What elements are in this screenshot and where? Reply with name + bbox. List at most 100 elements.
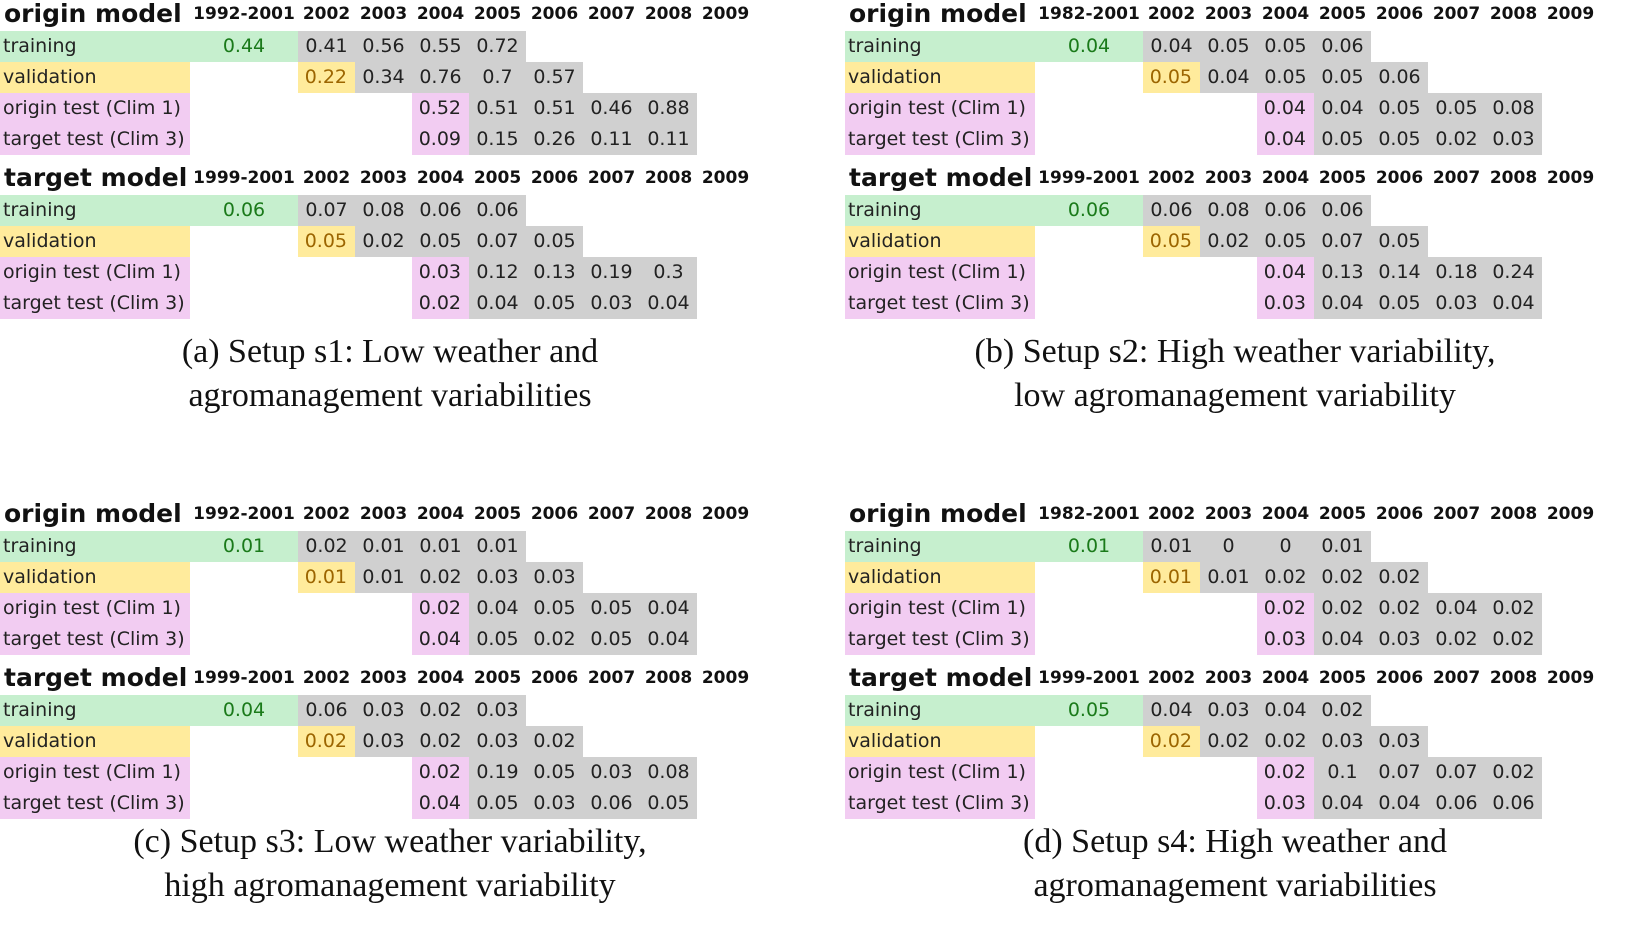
value-cell: 0.05 — [526, 226, 583, 257]
agg-cell: 0.02 — [1143, 726, 1200, 757]
value-cell: 0.88 — [640, 93, 697, 124]
year-header: 2006 — [1375, 504, 1424, 524]
row-label-validation: validation — [845, 226, 1035, 257]
value-cell: 0.06 — [1314, 195, 1371, 226]
value-cell: 0.06 — [412, 195, 469, 226]
value-cell: 0.03 — [355, 695, 412, 726]
value-cell: 0.05 — [1428, 93, 1485, 124]
year-header: 2008 — [644, 668, 693, 688]
value-cell: 0.02 — [1257, 726, 1314, 757]
range-header: 1982-2001 — [1038, 504, 1140, 524]
value-cell: 0.05 — [469, 624, 526, 655]
agg-cell: 0.22 — [298, 62, 355, 93]
table-title: origin model — [849, 499, 1027, 528]
agg-cell: 0.01 — [1143, 562, 1200, 593]
row-label-origin-test: origin test (Clim 1) — [0, 757, 190, 788]
value-cell: 0.02 — [526, 624, 583, 655]
year-header: 2009 — [701, 668, 750, 688]
value-cell: 0.03 — [469, 695, 526, 726]
value-cell: 0.04 — [1314, 93, 1371, 124]
year-header: 2005 — [473, 504, 522, 524]
year-header: 2009 — [701, 4, 750, 24]
year-header: 2006 — [1375, 668, 1424, 688]
value-cell: 0.1 — [1314, 757, 1371, 788]
value-cell: 0.04 — [1314, 288, 1371, 319]
table-target-model: target model 1999-2001 2002 2003 2004 2005 200… — [845, 164, 1625, 334]
value-cell: 0 — [1200, 531, 1257, 562]
row-label-training: training — [845, 195, 1035, 226]
row-label-target-test: target test (Clim 3) — [845, 788, 1035, 819]
range-header: 1982-2001 — [1038, 4, 1140, 24]
agg-cell: 0.04 — [1035, 31, 1143, 62]
row-label-training: training — [845, 531, 1035, 562]
value-cell: 0.18 — [1428, 257, 1485, 288]
value-cell: 0.08 — [1200, 195, 1257, 226]
row-label-target-test: target test (Clim 3) — [845, 288, 1035, 319]
range-header: 1999-2001 — [193, 168, 295, 188]
row-label-target-test: target test (Clim 3) — [845, 624, 1035, 655]
range-header: 1999-2001 — [1038, 668, 1140, 688]
agg-cell: 0.01 — [298, 562, 355, 593]
caption: (c) Setup s3: Low weather variability, h… — [0, 820, 780, 908]
agg-cell: 0.04 — [412, 788, 469, 819]
value-cell: 0.7 — [469, 62, 526, 93]
row-label-training: training — [845, 695, 1035, 726]
value-cell: 0.02 — [1428, 624, 1485, 655]
table-origin-model: origin model 1982-2001 2002 2003 2004 2005 200… — [845, 0, 1625, 170]
value-cell: 0.05 — [1257, 226, 1314, 257]
year-header: 2004 — [416, 4, 465, 24]
value-cell: 0.05 — [1200, 31, 1257, 62]
agg-cell: 0.04 — [412, 624, 469, 655]
value-cell: 0.08 — [1485, 93, 1542, 124]
value-cell: 0.02 — [1314, 562, 1371, 593]
year-header: 2004 — [416, 668, 465, 688]
value-cell: 0.76 — [412, 62, 469, 93]
value-cell: 0.04 — [1428, 593, 1485, 624]
value-cell: 0.01 — [355, 531, 412, 562]
value-cell: 0.51 — [526, 93, 583, 124]
row-label-target-test: target test (Clim 3) — [0, 288, 190, 319]
agg-cell: 0.02 — [1257, 593, 1314, 624]
value-cell: 0.06 — [1485, 788, 1542, 819]
year-header: 2009 — [1546, 504, 1595, 524]
agg-cell: 0.03 — [412, 257, 469, 288]
value-cell: 0.72 — [469, 31, 526, 62]
value-cell: 0.05 — [1371, 124, 1428, 155]
value-cell: 0.13 — [1314, 257, 1371, 288]
year-header: 2003 — [1204, 504, 1253, 524]
value-cell: 0.02 — [1200, 226, 1257, 257]
agg-cell: 0.03 — [1257, 624, 1314, 655]
value-cell: 0.04 — [469, 288, 526, 319]
row-label-training: training — [845, 31, 1035, 62]
agg-cell: 0.01 — [190, 531, 298, 562]
value-cell: 0.02 — [1257, 562, 1314, 593]
value-cell: 0.03 — [469, 562, 526, 593]
value-cell: 0.05 — [1371, 93, 1428, 124]
agg-cell: 0.09 — [412, 124, 469, 155]
row-label-validation: validation — [845, 726, 1035, 757]
value-cell: 0.06 — [1371, 62, 1428, 93]
value-cell: 0.12 — [469, 257, 526, 288]
year-header: 2005 — [473, 4, 522, 24]
year-header: 2002 — [302, 168, 351, 188]
year-header: 2002 — [1147, 504, 1196, 524]
value-cell: 0.07 — [1371, 757, 1428, 788]
value-cell: 0.05 — [1257, 62, 1314, 93]
row-label-validation: validation — [0, 226, 190, 257]
year-header: 2008 — [1489, 504, 1538, 524]
value-cell: 0.02 — [412, 695, 469, 726]
year-header: 2002 — [302, 4, 351, 24]
value-cell: 0.15 — [469, 124, 526, 155]
caption-line-2: agromanagement variabilities — [188, 377, 592, 414]
agg-cell: 0.01 — [1035, 531, 1143, 562]
table-target-model: target model 1999-2001 2002 2003 2004 2005 200… — [0, 664, 780, 834]
value-cell: 0.02 — [1485, 593, 1542, 624]
value-cell: 0 — [1257, 531, 1314, 562]
value-cell: 0.3 — [640, 257, 697, 288]
year-header: 2006 — [530, 668, 579, 688]
value-cell: 0.02 — [298, 531, 355, 562]
year-header: 2007 — [1432, 668, 1481, 688]
year-header: 2008 — [644, 168, 693, 188]
year-header: 2002 — [302, 668, 351, 688]
value-cell: 0.04 — [1314, 624, 1371, 655]
